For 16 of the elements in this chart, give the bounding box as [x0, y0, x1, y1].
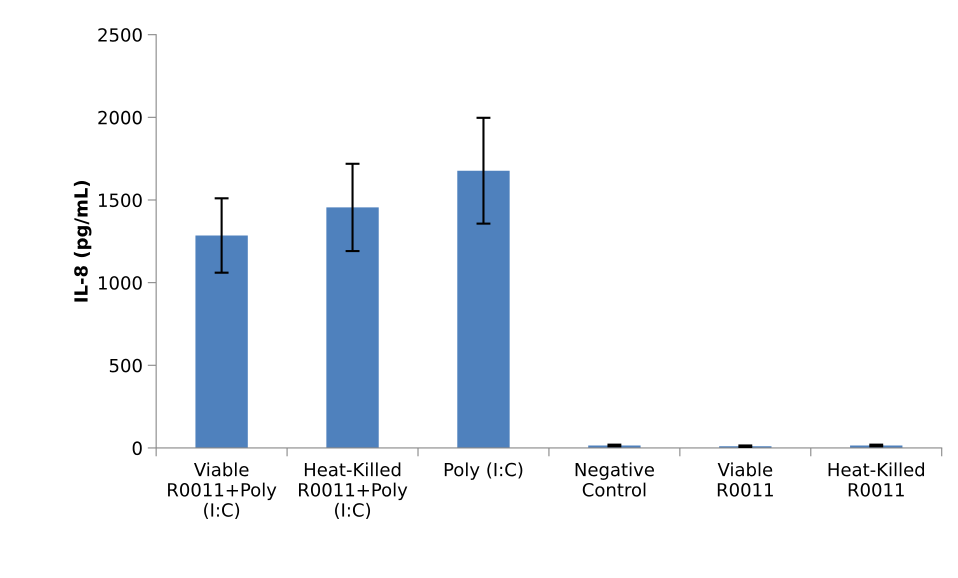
y-axis-title: IL-8 (pg/mL) [74, 180, 92, 302]
y-tick-label: 2500 [98, 28, 142, 42]
y-tick-label: 1500 [98, 193, 142, 208]
x-tick-label: Negative Control [576, 462, 654, 497]
y-tick-label: 2000 [98, 110, 142, 124]
x-tick-label: Viable R0011 [718, 462, 773, 497]
x-tick-label: Heat-Killed R0011 [828, 462, 924, 497]
y-tick-label: 500 [110, 358, 142, 372]
y-tick-label: 0 [132, 441, 142, 456]
y-tick-label: 1000 [98, 276, 142, 290]
bar [326, 207, 379, 448]
bar [195, 236, 248, 448]
x-tick-label: Heat-Killed R0011+Poly (I:C) [299, 462, 408, 519]
bar [457, 170, 510, 448]
x-tick-label: Poly (I:C) [444, 462, 522, 480]
x-tick-label: Viable R0011+Poly (I:C) [168, 462, 276, 519]
